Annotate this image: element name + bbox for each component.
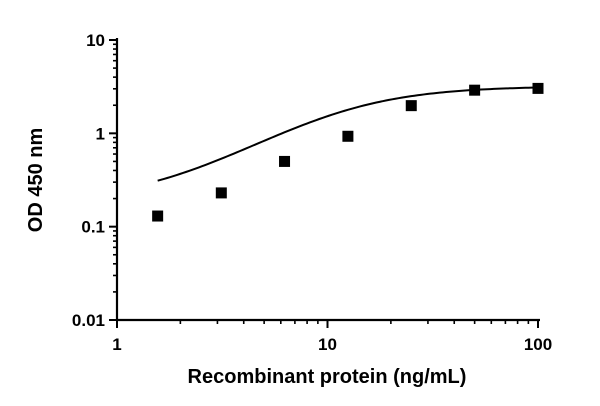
x-axis-title: Recombinant protein (ng/mL) [188,366,467,388]
y-axis-title: OD 450 nm [25,128,47,232]
data-point [469,84,481,96]
x-tick-label: 10 [318,335,337,354]
plot-area [152,82,544,222]
y-tick-label: 10 [86,31,105,50]
y-tick-label: 0.1 [81,218,105,237]
x-tick-label: 100 [524,335,552,354]
data-point [532,82,544,94]
x-axis: 1 10 100 [112,318,552,354]
data-point [152,210,164,222]
y-tick-label: 0.01 [72,311,105,330]
data-point [215,187,227,199]
data-point [279,155,291,167]
y-axis: 0.01 0.1 1 10 [72,31,119,330]
x-tick-label: 1 [112,335,121,354]
data-point [342,130,354,142]
y-tick-label: 1 [96,124,105,143]
data-point [405,100,417,112]
